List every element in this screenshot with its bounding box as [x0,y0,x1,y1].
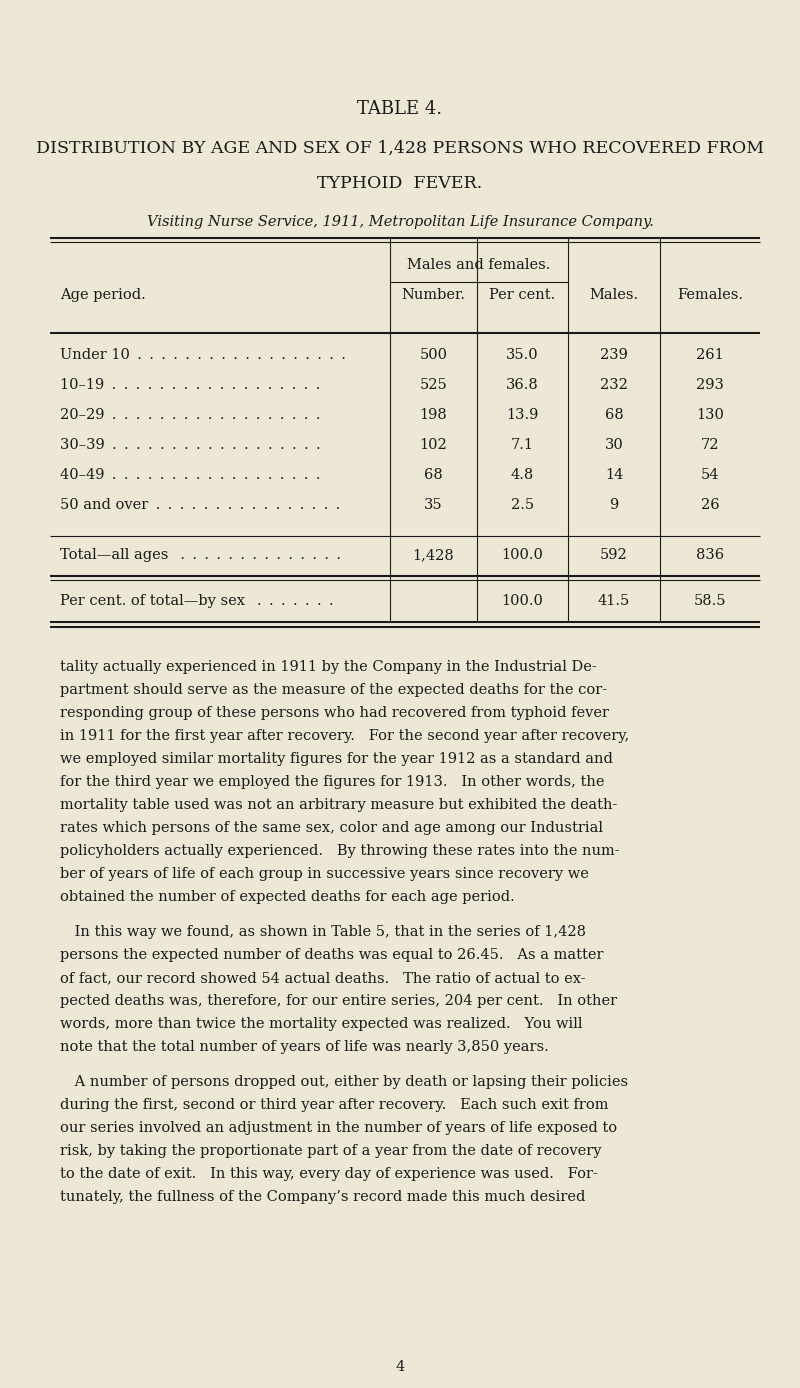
Text: responding group of these persons who had recovered from typhoid fever: responding group of these persons who ha… [60,706,609,720]
Text: Per cent. of total—by sex  . . . . . . .: Per cent. of total—by sex . . . . . . . [60,594,334,608]
Text: in 1911 for the first year after recovery.   For the second year after recovery,: in 1911 for the first year after recover… [60,729,630,743]
Text: 68: 68 [424,468,443,482]
Text: 836: 836 [696,548,724,562]
Text: 26: 26 [701,498,719,512]
Text: 592: 592 [600,548,628,562]
Text: 68: 68 [605,408,623,422]
Text: 4: 4 [395,1360,405,1374]
Text: Age period.: Age period. [60,287,146,303]
Text: note that the total number of years of life was nearly 3,850 years.: note that the total number of years of l… [60,1040,549,1053]
Text: 40–49 . . . . . . . . . . . . . . . . . .: 40–49 . . . . . . . . . . . . . . . . . … [60,468,321,482]
Text: 58.5: 58.5 [694,594,726,608]
Text: to the date of exit.   In this way, every day of experience was used.   For-: to the date of exit. In this way, every … [60,1167,598,1181]
Text: 261: 261 [696,348,724,362]
Text: risk, by taking the proportionate part of a year from the date of recovery: risk, by taking the proportionate part o… [60,1144,602,1158]
Text: 4.8: 4.8 [511,468,534,482]
Text: 500: 500 [419,348,447,362]
Text: 35.0: 35.0 [506,348,539,362]
Text: policyholders actually experienced.   By throwing these rates into the num-: policyholders actually experienced. By t… [60,844,620,858]
Text: 41.5: 41.5 [598,594,630,608]
Text: 14: 14 [605,468,623,482]
Text: our series involved an adjustment in the number of years of life exposed to: our series involved an adjustment in the… [60,1122,617,1135]
Text: 13.9: 13.9 [506,408,538,422]
Text: 130: 130 [696,408,724,422]
Text: Males.: Males. [590,287,638,303]
Text: rates which persons of the same sex, color and age among our Industrial: rates which persons of the same sex, col… [60,820,603,836]
Text: tality actually experienced in 1911 by the Company in the Industrial De-: tality actually experienced in 1911 by t… [60,661,597,675]
Text: persons the expected number of deaths was equal to 26.45.   As a matter: persons the expected number of deaths wa… [60,948,603,962]
Text: of fact, our record showed 54 actual deaths.   The ratio of actual to ex-: of fact, our record showed 54 actual dea… [60,972,586,985]
Text: 293: 293 [696,378,724,391]
Text: Under 10 . . . . . . . . . . . . . . . . . .: Under 10 . . . . . . . . . . . . . . . .… [60,348,346,362]
Text: A number of persons dropped out, either by death or lapsing their policies: A number of persons dropped out, either … [60,1074,628,1090]
Text: 239: 239 [600,348,628,362]
Text: DISTRIBUTION BY AGE AND SEX OF 1,428 PERSONS WHO RECOVERED FROM: DISTRIBUTION BY AGE AND SEX OF 1,428 PER… [36,140,764,157]
Text: 10–19 . . . . . . . . . . . . . . . . . .: 10–19 . . . . . . . . . . . . . . . . . … [60,378,320,391]
Text: mortality table used was not an arbitrary measure but exhibited the death-: mortality table used was not an arbitrar… [60,798,618,812]
Text: Females.: Females. [677,287,743,303]
Text: 36.8: 36.8 [506,378,539,391]
Text: 2.5: 2.5 [511,498,534,512]
Text: partment should serve as the measure of the expected deaths for the cor-: partment should serve as the measure of … [60,683,607,697]
Text: for the third year we employed the figures for 1913.   In other words, the: for the third year we employed the figur… [60,775,605,788]
Text: 50 and over . . . . . . . . . . . . . . . .: 50 and over . . . . . . . . . . . . . . … [60,498,340,512]
Text: 100.0: 100.0 [502,548,543,562]
Text: ber of years of life of each group in successive years since recovery we: ber of years of life of each group in su… [60,868,589,881]
Text: Males and females.: Males and females. [407,258,550,272]
Text: 7.1: 7.1 [511,439,534,452]
Text: 198: 198 [420,408,447,422]
Text: pected deaths was, therefore, for our entire series, 204 per cent.   In other: pected deaths was, therefore, for our en… [60,994,617,1008]
Text: we employed similar mortality figures for the year 1912 as a standard and: we employed similar mortality figures fo… [60,752,613,766]
Text: In this way we found, as shown in Table 5, that in the series of 1,428: In this way we found, as shown in Table … [60,924,586,940]
Text: Total—all ages  . . . . . . . . . . . . . .: Total—all ages . . . . . . . . . . . . .… [60,548,341,562]
Text: 232: 232 [600,378,628,391]
Text: 1,428: 1,428 [413,548,454,562]
Text: 35: 35 [424,498,443,512]
Text: Number.: Number. [402,287,466,303]
Text: Visiting Nurse Service, 1911, Metropolitan Life Insurance Company.: Visiting Nurse Service, 1911, Metropolit… [146,215,654,229]
Text: TABLE 4.: TABLE 4. [358,100,442,118]
Text: TYPHOID  FEVER.: TYPHOID FEVER. [318,175,482,192]
Text: obtained the number of expected deaths for each age period.: obtained the number of expected deaths f… [60,890,514,904]
Text: tunately, the fullness of the Company’s record made this much desired: tunately, the fullness of the Company’s … [60,1190,586,1203]
Text: words, more than twice the mortality expected was realized.   You will: words, more than twice the mortality exp… [60,1017,582,1031]
Text: during the first, second or third year after recovery.   Each such exit from: during the first, second or third year a… [60,1098,609,1112]
Text: 72: 72 [701,439,719,452]
Text: 30: 30 [605,439,623,452]
Text: 525: 525 [420,378,447,391]
Text: 54: 54 [701,468,719,482]
Text: 20–29 . . . . . . . . . . . . . . . . . .: 20–29 . . . . . . . . . . . . . . . . . … [60,408,321,422]
Text: Per cent.: Per cent. [490,287,556,303]
Text: 30–39 . . . . . . . . . . . . . . . . . .: 30–39 . . . . . . . . . . . . . . . . . … [60,439,321,452]
Text: 102: 102 [420,439,447,452]
Text: 100.0: 100.0 [502,594,543,608]
Text: 9: 9 [610,498,618,512]
